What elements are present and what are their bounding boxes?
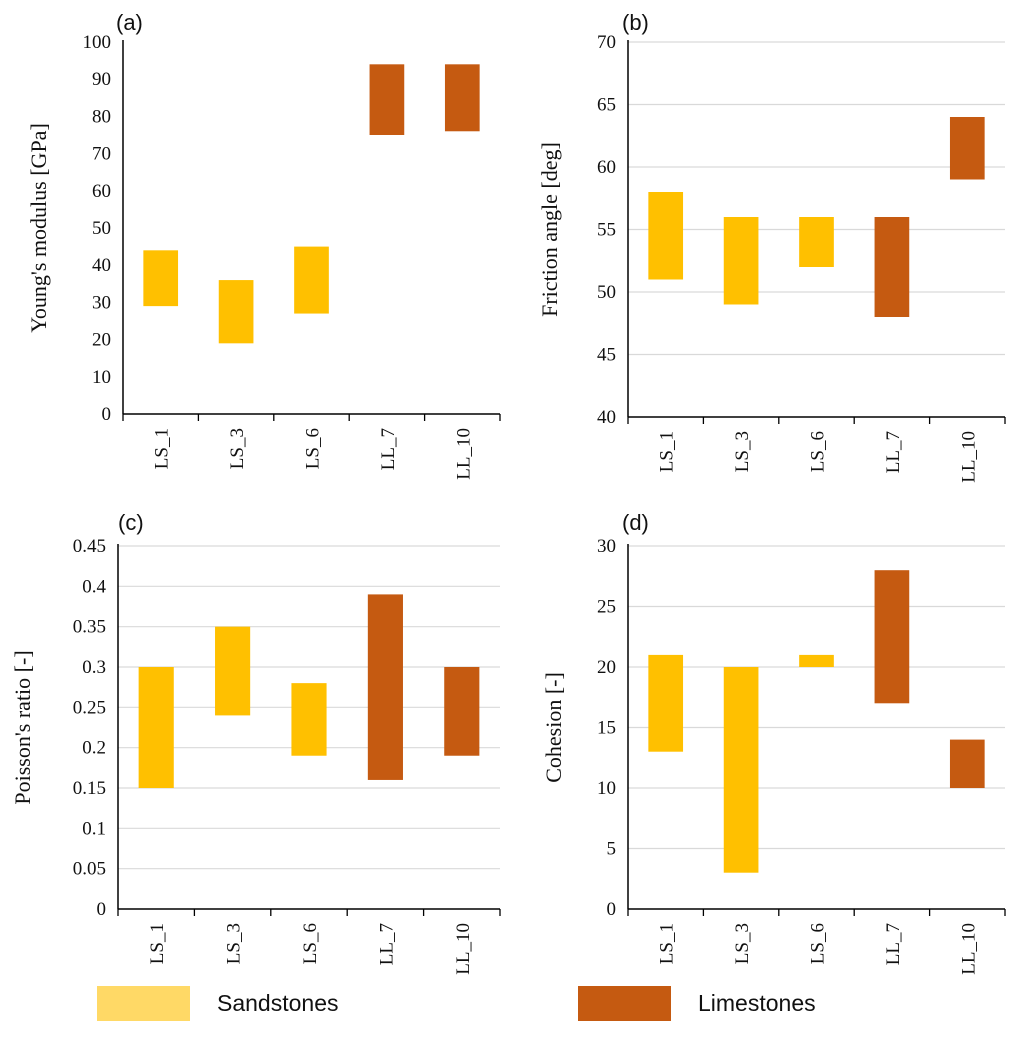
- x-tick-label: LS_3: [227, 428, 248, 469]
- y-tick-label: 5: [607, 839, 617, 860]
- y-axis-title: Cohesion [-]: [541, 672, 566, 783]
- chart-panel-b: 40 45 50 55 60 65 70 LS_1 LS_3 LS_6 LL_7 LL_10 Frict…: [537, 10, 1006, 483]
- y-tick-label: 0.05: [73, 859, 106, 880]
- x-tick-label: LS_6: [303, 428, 324, 469]
- panel-label: (d): [622, 510, 649, 535]
- legend-item-sandstones: Sandstones: [97, 978, 338, 1028]
- x-tick-label: LL_7: [376, 923, 397, 965]
- y-tick-label: 0.1: [82, 818, 106, 839]
- y-tick-label: 100: [83, 32, 112, 53]
- x-tick-label: LS_3: [732, 923, 753, 964]
- range-bar-ll-10: [949, 739, 985, 788]
- y-tick-label: 65: [597, 95, 616, 116]
- y-tick-label: 60: [92, 181, 111, 202]
- x-tick-label: LS_1: [152, 428, 173, 469]
- y-tick-label: 40: [597, 407, 616, 428]
- y-tick-label: 55: [597, 220, 616, 241]
- y-axis-title: Poisson's ratio [-]: [10, 650, 35, 804]
- x-tick-label: LS_6: [300, 923, 321, 964]
- y-tick-label: 30: [92, 292, 111, 313]
- range-bar-ls-1: [138, 667, 174, 788]
- y-tick-label: 90: [92, 69, 111, 90]
- range-bar-ll-10: [444, 667, 480, 756]
- chart-panel-c: 0 0.05 0.1 0.15 0.2 0.25 0.3 0.35 0.4 0.45 LS_1 LS_…: [10, 510, 501, 975]
- y-tick-label: 0.15: [73, 778, 106, 799]
- y-tick-label: 60: [597, 157, 616, 178]
- y-tick-label: 10: [92, 367, 111, 388]
- legend-swatch-limestones: [578, 985, 671, 1021]
- x-tick-label: LS_1: [147, 923, 168, 964]
- y-tick-label: 0: [607, 899, 617, 920]
- y-tick-label: 0: [97, 899, 107, 920]
- y-tick-label: 0.45: [73, 536, 106, 557]
- x-tick-label: LL_7: [883, 923, 904, 965]
- x-tick-label: LL_10: [453, 923, 474, 975]
- range-bar-ll-10: [949, 117, 985, 180]
- y-tick-label: 20: [597, 657, 616, 678]
- y-tick-label: 40: [92, 255, 111, 276]
- y-tick-label: 0.2: [82, 738, 106, 759]
- range-bar-ls-3: [723, 217, 759, 305]
- x-tick-label: LL_7: [883, 431, 904, 473]
- legend-item-limestones: Limestones: [578, 978, 816, 1028]
- y-tick-label: 70: [92, 144, 111, 165]
- range-bar-ls-3: [218, 280, 254, 344]
- range-bar-ls-1: [648, 192, 684, 280]
- x-tick-label: LS_6: [808, 923, 829, 964]
- y-tick-label: 0.3: [82, 657, 106, 678]
- x-tick-label: LS_3: [732, 431, 753, 472]
- range-bar-ll-7: [874, 570, 910, 704]
- x-tick-label: LL_10: [958, 923, 979, 975]
- range-bar-ls-1: [648, 654, 684, 752]
- range-bar-ls-3: [215, 626, 251, 716]
- y-tick-label: 20: [92, 330, 111, 351]
- range-bar-ls-6: [294, 246, 329, 314]
- x-tick-label: LL_10: [453, 428, 474, 480]
- y-tick-label: 10: [597, 778, 616, 799]
- panel-label: (c): [118, 510, 144, 535]
- legend-swatch-sandstones: [97, 985, 190, 1021]
- chart-panel-d: 0 5 10 15 20 25 30 LS_1 LS_3 LS_6 LL_7 LL_10 Cohesio…: [541, 510, 1006, 975]
- x-tick-label: LL_10: [958, 431, 979, 483]
- x-tick-label: LL_7: [378, 428, 399, 470]
- y-tick-label: 50: [597, 282, 616, 303]
- y-tick-label: 0.4: [82, 576, 106, 597]
- y-axis-title: Young's modulus [GPa]: [26, 123, 51, 333]
- x-tick-label: LS_1: [657, 431, 678, 472]
- y-tick-label: 70: [597, 32, 616, 53]
- range-bar-ll-7: [874, 217, 910, 317]
- y-tick-label: 0.25: [73, 697, 106, 718]
- chart-panel-a: 0 10 20 30 40 50 60 70 80 90 100 LS_1 LS_3 LS_6 LL_7 LL…: [26, 10, 501, 480]
- legend-label-limestones: Limestones: [698, 989, 816, 1016]
- range-bar-ls-6: [799, 654, 834, 667]
- range-bar-ll-7: [367, 594, 403, 780]
- panel-label: (a): [116, 10, 143, 35]
- x-tick-label: LS_6: [808, 431, 829, 472]
- range-bar-ls-6: [291, 683, 327, 756]
- y-tick-label: 80: [92, 106, 111, 127]
- range-bar-ls-6: [799, 217, 834, 267]
- y-tick-label: 15: [597, 718, 616, 739]
- y-tick-label: 25: [597, 597, 616, 618]
- y-axis-title: Friction angle [deg]: [537, 142, 562, 317]
- range-bar-ls-1: [143, 250, 179, 307]
- y-tick-label: 50: [92, 218, 111, 239]
- x-tick-label: LS_1: [657, 923, 678, 964]
- range-bar-ll-7: [369, 64, 405, 135]
- y-tick-label: 0.35: [73, 617, 106, 638]
- y-tick-label: 30: [597, 536, 616, 557]
- range-bar-ll-10: [444, 64, 480, 132]
- legend-label-sandstones: Sandstones: [217, 989, 339, 1016]
- y-tick-label: 0: [102, 404, 112, 425]
- panel-label: (b): [622, 10, 649, 35]
- y-tick-label: 45: [597, 345, 616, 366]
- range-bar-ls-3: [723, 667, 759, 873]
- x-tick-label: LS_3: [224, 923, 245, 964]
